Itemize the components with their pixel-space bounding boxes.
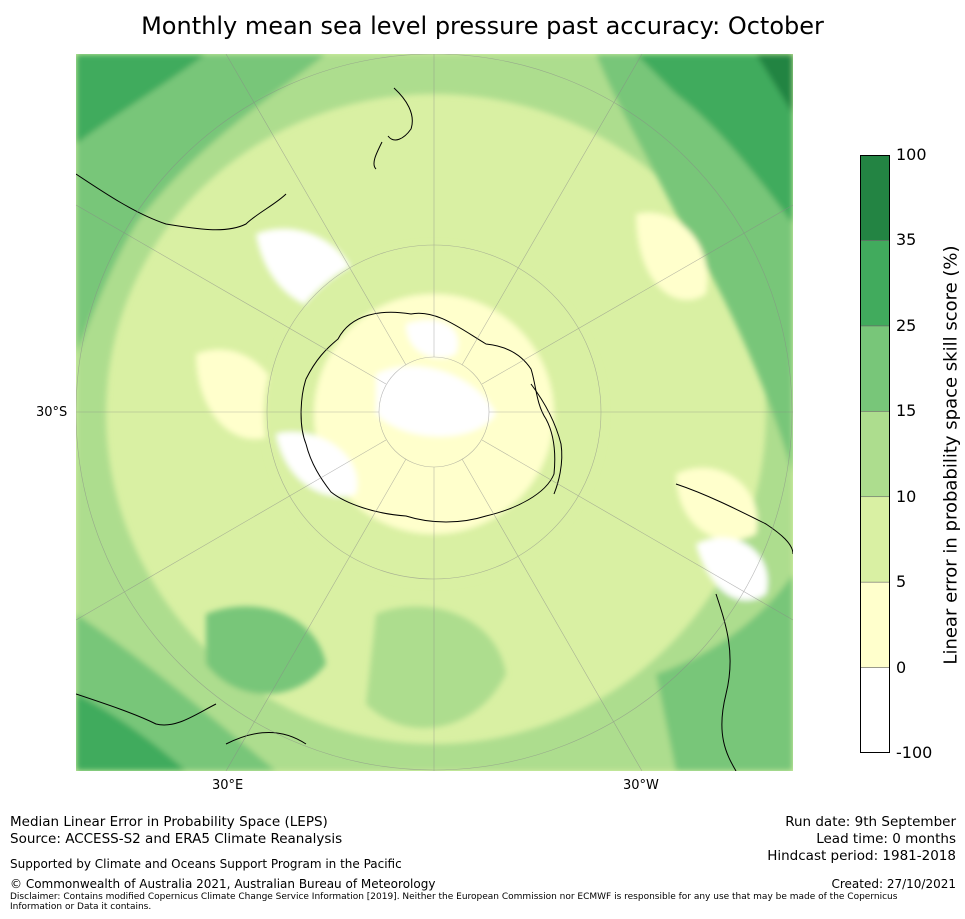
hindcast-period: Hindcast period: 1981-2018 (767, 848, 956, 864)
colorbar-label: Linear error in probability space skill … (940, 245, 962, 665)
colorbar-bin (860, 410, 890, 498)
copyright-line: © Commonwealth of Australia 2021, Austra… (10, 877, 436, 891)
colorbar-tick-label: 5 (896, 572, 907, 592)
colorbar-bin (860, 581, 890, 668)
support-line: Supported by Climate and Oceans Support … (10, 857, 402, 871)
colorbar-tick-label: 25 (896, 315, 917, 335)
disclaimer: Disclaimer: Contains modified Copernicus… (10, 892, 898, 912)
graticule (76, 54, 793, 771)
colorbar-tick-label: 10 (896, 486, 917, 506)
colorbar-tick-label: -100 (896, 743, 933, 762)
colorbar-bin (860, 240, 890, 327)
source-line: Source: ACCESS-S2 and ERA5 Climate Reana… (10, 831, 343, 847)
lat-label-30s: 30°S (36, 405, 68, 420)
antarctica-coastline (300, 311, 556, 523)
run-date: Run date: 9th September (785, 814, 956, 830)
colorbar-bin (860, 155, 890, 241)
colorbar-tick-label: 100 (896, 145, 927, 164)
africa-coast (76, 693, 307, 745)
colorbar (860, 155, 890, 753)
lead-time: Lead time: 0 months (816, 831, 956, 847)
lon-label-30e: 30°E (212, 778, 244, 793)
created-date: Created: 27/10/2021 (831, 877, 956, 891)
map-title: Monthly mean sea level pressure past acc… (141, 12, 824, 40)
colorbar-bin (860, 325, 890, 412)
colorbar-tick-label: 15 (896, 401, 917, 421)
australia-coast (76, 173, 287, 231)
south-america-coast (675, 483, 793, 771)
antarctic-peninsula (530, 383, 563, 495)
colorbar-tick-label: 35 (896, 230, 917, 250)
colorbar-border (860, 155, 890, 753)
colorbar-tick-label: 0 (896, 657, 907, 677)
new-zealand (373, 87, 413, 170)
footer-left: Median Linear Error in Probability Space… (10, 814, 342, 848)
leps-line: Median Linear Error in Probability Space… (10, 814, 328, 830)
coastlines (76, 87, 793, 771)
colorbar-bin (860, 496, 890, 583)
polar-map (76, 54, 793, 771)
footer-right: Run date: 9th September Lead time: 0 mon… (767, 814, 956, 865)
skill-field (76, 54, 793, 771)
colorbar-bin (860, 667, 890, 753)
lon-label-30w: 30°W (623, 778, 659, 793)
